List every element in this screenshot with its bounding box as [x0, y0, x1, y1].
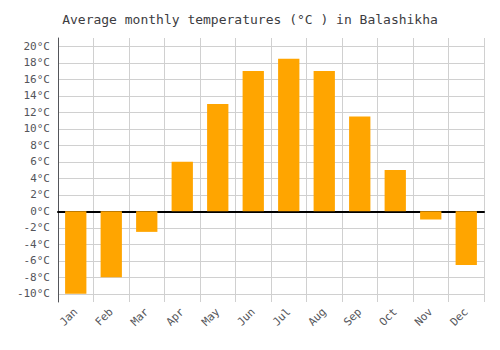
svg-text:14°C: 14°C [24, 89, 51, 102]
svg-text:Average monthly temperatures (: Average monthly temperatures (°C ) in Ba… [62, 12, 438, 27]
svg-text:16°C: 16°C [24, 73, 51, 86]
svg-text:Jul: Jul [270, 305, 293, 328]
svg-text:Nov: Nov [412, 305, 435, 328]
svg-text:Dec: Dec [448, 305, 471, 328]
svg-text:8°C: 8°C [30, 139, 50, 152]
svg-text:-6°C: -6°C [24, 254, 51, 267]
svg-text:6°C: 6°C [30, 155, 50, 168]
svg-text:20°C: 20°C [24, 40, 51, 53]
svg-text:12°C: 12°C [24, 106, 51, 119]
svg-text:Oct: Oct [377, 305, 400, 328]
svg-text:-4°C: -4°C [24, 238, 51, 251]
svg-text:18°C: 18°C [24, 56, 51, 69]
svg-text:2°C: 2°C [30, 188, 50, 201]
svg-text:-10°C: -10°C [17, 287, 50, 300]
svg-text:May: May [199, 305, 222, 328]
svg-text:4°C: 4°C [30, 172, 50, 185]
svg-text:Sep: Sep [341, 305, 364, 328]
svg-text:Aug: Aug [306, 305, 329, 328]
svg-text:Feb: Feb [93, 305, 116, 328]
svg-text:-8°C: -8°C [24, 271, 51, 284]
svg-text:-2°C: -2°C [24, 221, 51, 234]
svg-text:Jan: Jan [57, 305, 80, 328]
svg-text:Apr: Apr [164, 305, 187, 328]
svg-text:0°C: 0°C [30, 205, 50, 218]
svg-text:Mar: Mar [128, 305, 151, 328]
svg-text:10°C: 10°C [24, 122, 51, 135]
svg-text:Jun: Jun [235, 305, 258, 328]
